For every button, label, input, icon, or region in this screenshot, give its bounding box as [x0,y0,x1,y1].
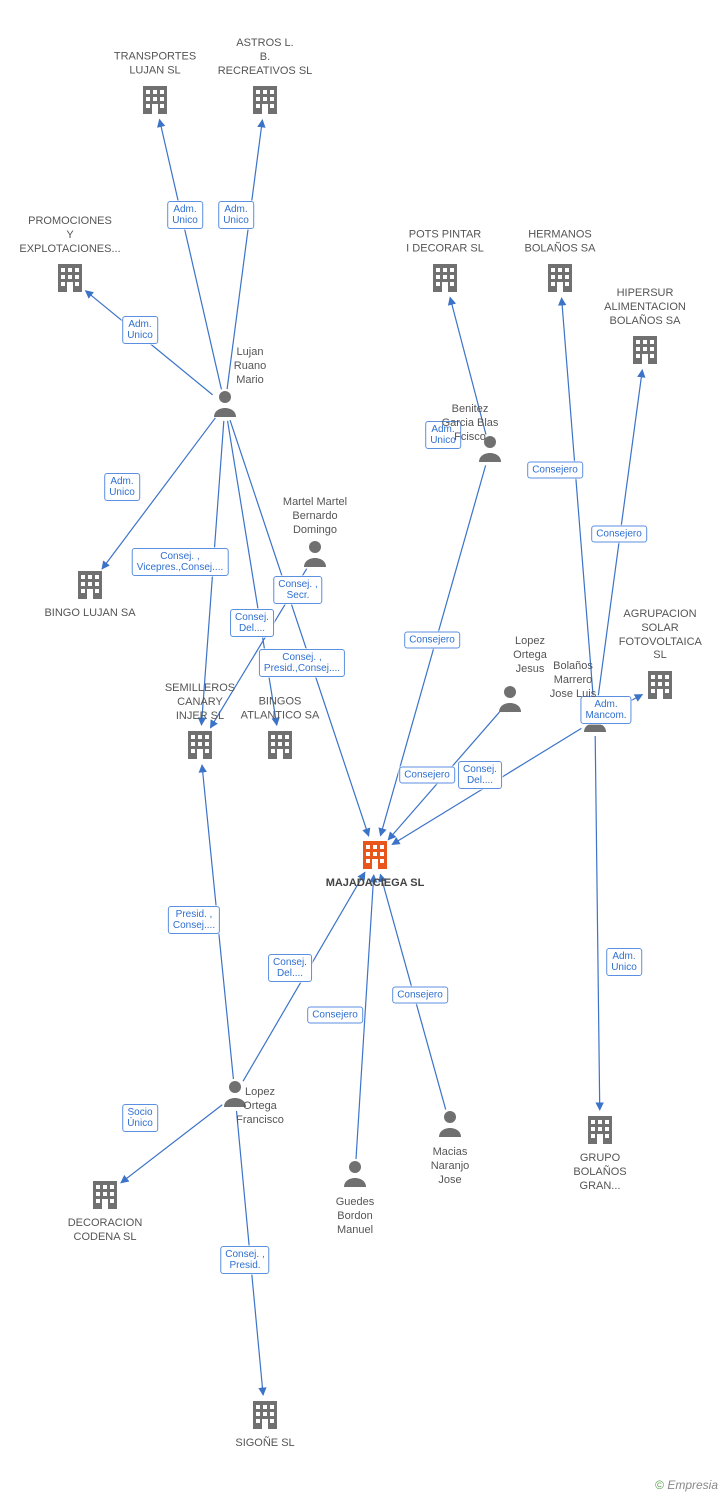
edge-label: Consejero [527,462,583,479]
edge-label: Consej. , Presid.,Consej.... [259,649,345,677]
company-node[interactable] [253,86,277,114]
edge-label: Consejero [307,1007,363,1024]
company-node[interactable] [58,264,82,292]
attribution: © Empresia [655,1478,718,1492]
person-label: Lopez Ortega Francisco [236,1086,284,1127]
company-label: DECORACION CODENA SL [68,1217,143,1245]
edge-label: Consejero [404,632,460,649]
company-node[interactable] [433,264,457,292]
company-node[interactable] [268,731,292,759]
edge [228,421,277,725]
edge [159,119,221,389]
company-label: HERMANOS BOLAÑOS SA [525,229,596,257]
center-label: MAJADACIEGA SL [326,877,425,891]
person-label: Lopez Ortega Jesus [513,635,547,676]
company-node[interactable] [253,1401,277,1429]
edge-label: Consej. Del.... [268,954,312,982]
company-node[interactable] [633,336,657,364]
person-node[interactable] [214,391,236,417]
company-label: SIGOÑE SL [235,1437,294,1451]
person-label: Martel Martel Bernardo Domingo [283,496,347,537]
edge-label: Consejero [399,767,455,784]
center-node[interactable] [363,841,387,869]
person-label: Macias Naranjo Jose [431,1146,470,1187]
edge-label: Adm. Unico [218,201,254,229]
person-node[interactable] [499,686,521,712]
edge-label: Adm. Unico [167,201,203,229]
person-label: Benitez Garcia Blas Fcisco [442,403,499,444]
company-label: BINGO LUJAN SA [44,607,135,621]
edge-label: Consej. , Vicepres.,Consej.... [132,548,229,576]
attribution-text: Empresia [667,1478,718,1492]
company-node[interactable] [648,671,672,699]
edge-label: Presid. , Consej.... [168,906,220,934]
edge-label: Socio Único [122,1104,158,1132]
company-node[interactable] [548,264,572,292]
company-node[interactable] [78,571,102,599]
company-node[interactable] [188,731,212,759]
company-label: AGRUPACION SOLAR FOTOVOLTAICA SL [619,608,702,663]
person-label: Lujan Ruano Mario [234,346,266,387]
company-label: POTS PINTAR I DECORAR SL [406,229,484,257]
edge [562,298,594,704]
company-label: PROMOCIONES Y EXPLOTACIONES... [19,215,120,256]
edge-label: Consejero [591,526,647,543]
company-label: GRUPO BOLAÑOS GRAN... [573,1152,626,1193]
company-label: HIPERSUR ALIMENTACION BOLAÑOS SA [604,287,686,328]
company-label: BINGOS ATLANTICO SA [241,696,320,724]
company-node[interactable] [93,1181,117,1209]
edge-label: Consejero [392,987,448,1004]
company-node[interactable] [588,1116,612,1144]
edge [595,736,600,1110]
edge-label: Adm. Unico [606,948,642,976]
person-label: Bolaños Marrero Jose Luis [550,660,596,701]
edge-label: Consej. Del.... [458,761,502,789]
edge-label: Consej. Del.... [230,609,274,637]
person-node[interactable] [439,1111,461,1137]
person-node[interactable] [344,1161,366,1187]
person-label: Guedes Bordon Manuel [336,1196,375,1237]
edge-label: Adm. Unico [122,316,158,344]
company-label: SEMILLEROS CANARY INJER SL [165,682,235,723]
company-label: ASTROS L. B. RECREATIVOS SL [218,37,313,78]
edge-label: Consej. , Presid. [220,1246,269,1274]
person-node[interactable] [304,541,326,567]
company-node[interactable] [143,86,167,114]
edge-label: Adm. Unico [104,473,140,501]
company-label: TRANSPORTES LUJAN SL [114,51,196,79]
edge-label: Consej. , Secr. [273,576,322,604]
